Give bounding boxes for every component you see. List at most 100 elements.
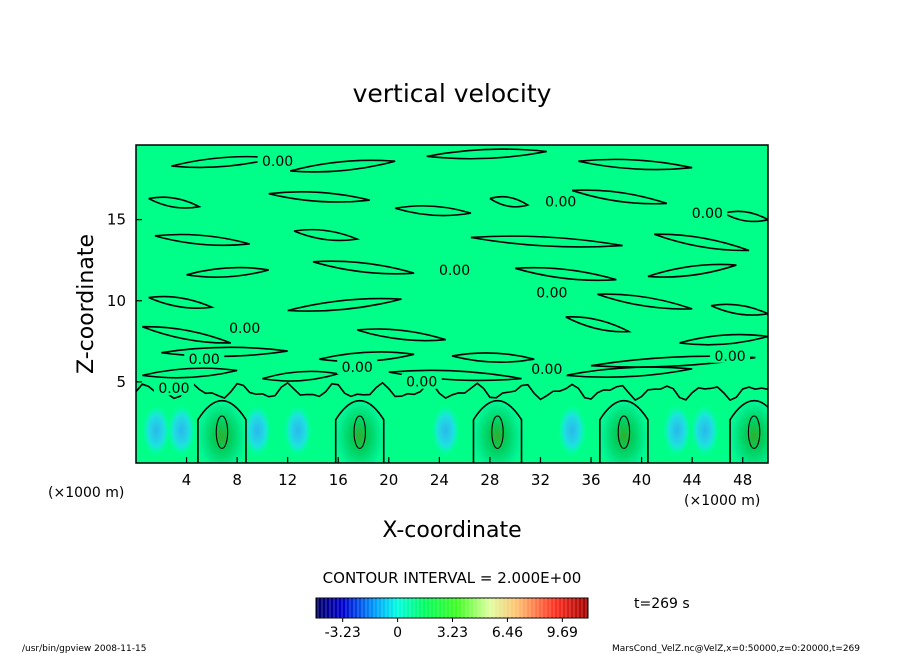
zero-contour-label-10: 0.00 bbox=[158, 381, 189, 397]
zero-label-bg-1 bbox=[540, 193, 581, 209]
zero-contour-label-7: 0.00 bbox=[714, 349, 745, 365]
updraft-cell-2 bbox=[469, 390, 526, 463]
colorbar-tick-label-2: 3.23 bbox=[437, 625, 468, 641]
y-tick-label-1: 10 bbox=[107, 292, 126, 310]
zero-contour-2 bbox=[426, 148, 547, 160]
x-tick-label-4: 20 bbox=[379, 471, 398, 489]
updraft-contour-0 bbox=[197, 400, 247, 463]
zero-contour-3 bbox=[578, 158, 693, 171]
time-label: t=269 s bbox=[634, 596, 690, 612]
updraft-contour-4 bbox=[729, 400, 768, 463]
zero-label-bg-2 bbox=[687, 205, 728, 221]
footer-right: MarsCond_VelZ.nc@VelZ,x=0:50000,z=0:2000… bbox=[612, 644, 860, 654]
zero-contour-label-5: 0.00 bbox=[229, 321, 260, 337]
downdraft-cell-4 bbox=[431, 404, 460, 457]
zero-contour-1 bbox=[290, 159, 396, 173]
x-tick-label-11: 48 bbox=[733, 471, 752, 489]
zero-contour-30 bbox=[142, 367, 238, 379]
x-tick-label-2: 12 bbox=[278, 471, 297, 489]
zero-label-bg-5 bbox=[224, 320, 265, 336]
zero-contour-label-0: 0.00 bbox=[262, 154, 293, 170]
updraft-cell-3 bbox=[596, 390, 652, 463]
zero-contour-label-2: 0.00 bbox=[692, 206, 723, 222]
x-tick-label-3: 16 bbox=[329, 471, 348, 489]
x-tick-label-0: 4 bbox=[182, 471, 192, 489]
zero-label-bg-4 bbox=[531, 284, 572, 300]
x-tick-label-9: 40 bbox=[632, 471, 651, 489]
downdraft-cell-2 bbox=[243, 404, 272, 457]
colorbar bbox=[315, 597, 589, 619]
zero-contour-4 bbox=[148, 196, 202, 209]
x-unit-label-right: (×1000 m) bbox=[684, 493, 760, 509]
colorbar-tick-label-4: 9.69 bbox=[547, 625, 578, 641]
zero-contour-11 bbox=[293, 228, 361, 242]
zero-label-bg-9 bbox=[526, 360, 567, 376]
zero-contour-12 bbox=[470, 235, 623, 248]
updraft-core-contour-2 bbox=[491, 415, 504, 449]
x-tick-label-6: 28 bbox=[480, 471, 499, 489]
downdraft-cell-5 bbox=[558, 404, 586, 457]
colorbar-tick-label-3: 6.46 bbox=[492, 625, 523, 641]
zero-contour-17 bbox=[647, 263, 737, 278]
zero-contour-24 bbox=[565, 316, 632, 333]
zero-contour-10 bbox=[154, 233, 250, 247]
contour-interval-label: CONTOUR INTERVAL = 2.000E+00 bbox=[323, 569, 582, 587]
x-tick-label-8: 36 bbox=[581, 471, 600, 489]
zero-contour-label-4: 0.00 bbox=[536, 286, 567, 302]
x-axis-label: X-coordinate bbox=[382, 518, 521, 543]
zero-contour-16 bbox=[514, 266, 617, 282]
colorbar-tick-label-1: 0 bbox=[393, 625, 402, 641]
zero-label-bg-3 bbox=[434, 261, 475, 277]
zero-contour-15 bbox=[312, 260, 415, 275]
updraft-contour-1 bbox=[334, 400, 385, 463]
zero-contour-6 bbox=[394, 205, 472, 217]
downdraft-cell-7 bbox=[690, 404, 719, 457]
zero-contour-13 bbox=[653, 233, 750, 252]
zero-contour-label-9: 0.00 bbox=[531, 362, 562, 378]
colorbar-tick-label-0: -3.23 bbox=[325, 625, 361, 641]
updraft-cell-4 bbox=[726, 390, 768, 463]
updraft-core-contour-1 bbox=[353, 415, 366, 449]
zero-contour-label-11: 0.00 bbox=[406, 375, 437, 391]
updraft-contour-2 bbox=[472, 400, 523, 463]
zero-contour-5 bbox=[268, 191, 371, 203]
updraft-core-contour-3 bbox=[617, 415, 631, 449]
x-tick-label-7: 32 bbox=[531, 471, 550, 489]
zero-contour-label-8: 0.00 bbox=[342, 360, 373, 376]
colorbar-stripes bbox=[317, 598, 587, 618]
downdraft-cell-3 bbox=[283, 404, 312, 457]
downdraft-cell-6 bbox=[663, 404, 691, 457]
zero-label-bg-10 bbox=[153, 380, 194, 396]
downdraft-cell-1 bbox=[167, 404, 196, 457]
plot-frame bbox=[135, 144, 769, 464]
updraft-contour-3 bbox=[599, 400, 649, 463]
zero-contour-25 bbox=[679, 333, 768, 346]
zero-contour-23 bbox=[356, 328, 446, 342]
x-tick-label-1: 8 bbox=[232, 471, 242, 489]
zero-label-bg-8 bbox=[337, 359, 378, 375]
zero-contour-label-3: 0.00 bbox=[439, 263, 470, 279]
y-tick-label-0: 5 bbox=[116, 373, 126, 391]
zero-contour-9 bbox=[723, 210, 768, 223]
plot-area bbox=[136, 145, 768, 463]
zero-label-bg-11 bbox=[401, 373, 442, 389]
zero-label-bg-0 bbox=[257, 153, 298, 169]
x-unit-label-left: (×1000 m) bbox=[48, 485, 124, 501]
zero-contour-20 bbox=[597, 293, 693, 310]
updraft-cell-0 bbox=[194, 390, 250, 463]
zero-contour-14 bbox=[186, 266, 269, 278]
x-tick-label-5: 24 bbox=[430, 471, 449, 489]
zero-contour-7 bbox=[489, 195, 530, 208]
zero-contour-8 bbox=[571, 189, 668, 205]
y-axis-label: Z-coordinate bbox=[74, 234, 99, 374]
downdraft-cell-0 bbox=[142, 404, 171, 457]
updraft-core-contour-4 bbox=[747, 415, 761, 449]
zero-contour-label-1: 0.00 bbox=[545, 195, 576, 211]
zero-contour-label-6: 0.00 bbox=[189, 352, 220, 368]
zero-label-bg-6 bbox=[184, 351, 225, 367]
x-tick-label-10: 44 bbox=[683, 471, 702, 489]
zero-contour-19 bbox=[287, 297, 402, 312]
chart-title: vertical velocity bbox=[353, 79, 552, 108]
zero-label-bg-7 bbox=[710, 347, 751, 363]
